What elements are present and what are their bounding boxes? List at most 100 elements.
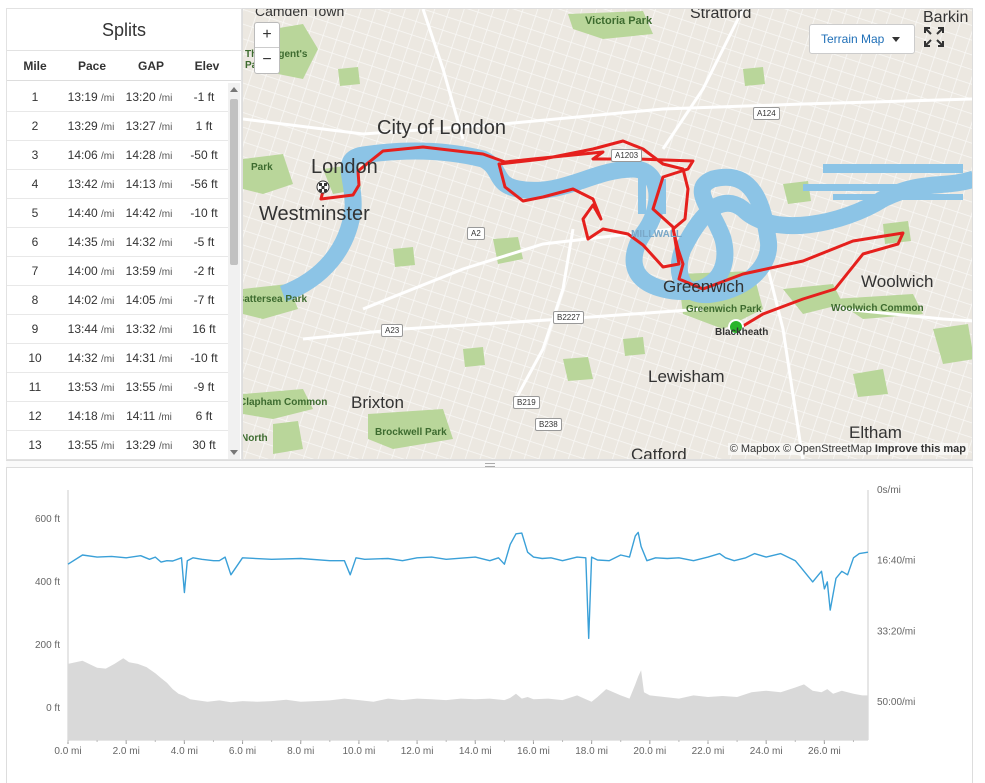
splits-header-row: Mile Pace GAP Elev bbox=[7, 51, 241, 81]
split-pace: 14:00 /mi bbox=[63, 264, 119, 278]
terrain-map-dropdown[interactable]: Terrain Map bbox=[809, 24, 915, 54]
split-elev-value: -10 ft bbox=[190, 351, 218, 365]
scroll-down-arrow-icon[interactable] bbox=[230, 450, 238, 455]
x-tick-label: 20.0 mi bbox=[633, 746, 666, 757]
splits-scrollbar[interactable] bbox=[228, 83, 240, 459]
split-pace-value: 13:44 bbox=[67, 322, 98, 336]
split-gap-value: 14:42 bbox=[125, 206, 156, 220]
splits-panel: Splits Mile Pace GAP Elev 1 13:19 /mi 13:2… bbox=[6, 8, 242, 460]
pace-unit: /mi bbox=[159, 209, 173, 220]
split-row[interactable]: 12 14:18 /mi 14:11 /mi 6 ft bbox=[7, 402, 229, 431]
map-label-woolwich: Woolwich bbox=[861, 272, 934, 291]
split-pace-value: 14:18 bbox=[67, 409, 98, 423]
col-header-gap: GAP bbox=[137, 58, 164, 73]
map-label-stratford: Stratford bbox=[690, 8, 752, 22]
split-gap: 14:42 /mi bbox=[119, 206, 179, 220]
map-label-woolwich-common: Woolwich Common bbox=[831, 303, 924, 314]
split-mile: 10 bbox=[7, 351, 63, 365]
map-canvas bbox=[243, 9, 972, 459]
split-gap-value: 14:05 bbox=[125, 293, 156, 307]
pace-unit: /mi bbox=[101, 93, 115, 104]
split-gap: 13:59 /mi bbox=[119, 264, 179, 278]
start-marker-icon[interactable] bbox=[728, 319, 744, 335]
scroll-thumb[interactable] bbox=[230, 99, 238, 265]
improve-map-link[interactable]: Improve this map bbox=[874, 443, 966, 455]
y-right-tick-label: 33:20/mi bbox=[877, 626, 915, 637]
pace-unit: /mi bbox=[159, 151, 173, 162]
scroll-up-arrow-icon[interactable] bbox=[230, 87, 238, 92]
map-label-westminster: Westminster bbox=[259, 203, 370, 225]
road-badge-a2: A2 bbox=[467, 227, 485, 240]
map-label-hyde-park: Park bbox=[251, 162, 273, 173]
split-row[interactable]: 1 13:19 /mi 13:20 /mi -1 ft bbox=[7, 83, 229, 112]
split-elev: -9 ft bbox=[179, 380, 229, 394]
split-row[interactable]: 7 14:00 /mi 13:59 /mi -2 ft bbox=[7, 257, 229, 286]
split-elev-value: -9 ft bbox=[193, 380, 215, 394]
splits-table-body[interactable]: 1 13:19 /mi 13:20 /mi -1 ft 2 13:29 /mi 13:27 … bbox=[7, 83, 229, 459]
split-elev: 30 ft bbox=[179, 438, 229, 452]
split-elev-value: -56 ft bbox=[190, 177, 218, 191]
split-pace-value: 14:35 bbox=[67, 235, 98, 249]
map-label-catford: Catford bbox=[631, 445, 687, 460]
split-row[interactable]: 13 13:55 /mi 13:29 /mi 30 ft bbox=[7, 431, 229, 459]
split-row[interactable]: 2 13:29 /mi 13:27 /mi 1 ft bbox=[7, 112, 229, 141]
split-row[interactable]: 8 14:02 /mi 14:05 /mi -7 ft bbox=[7, 286, 229, 315]
split-elev: 6 ft bbox=[179, 409, 229, 423]
split-mile-value: 7 bbox=[31, 264, 39, 278]
split-row[interactable]: 3 14:06 /mi 14:28 /mi -50 ft bbox=[7, 141, 229, 170]
split-pace-value: 14:32 bbox=[67, 351, 98, 365]
split-row[interactable]: 5 14:40 /mi 14:42 /mi -10 ft bbox=[7, 199, 229, 228]
pace-unit: /mi bbox=[159, 93, 173, 104]
split-elev-value: -2 ft bbox=[193, 264, 215, 278]
panel-resize-handle[interactable] bbox=[6, 460, 973, 468]
split-gap: 14:05 /mi bbox=[119, 293, 179, 307]
zoom-out-button[interactable]: − bbox=[262, 51, 272, 68]
split-row[interactable]: 9 13:44 /mi 13:32 /mi 16 ft bbox=[7, 315, 229, 344]
split-pace: 13:44 /mi bbox=[63, 322, 119, 336]
x-tick-label: 8.0 mi bbox=[287, 746, 314, 757]
split-elev-value: 30 ft bbox=[192, 438, 216, 452]
split-gap: 14:32 /mi bbox=[119, 235, 179, 249]
attribution-text[interactable]: © Mapbox © OpenStreetMap bbox=[729, 443, 872, 455]
split-row[interactable]: 10 14:32 /mi 14:31 /mi -10 ft bbox=[7, 344, 229, 373]
major-roads bbox=[243, 9, 972, 459]
route-map[interactable]: Camden Town Victoria Park Stratford Bark… bbox=[242, 8, 973, 460]
terrain-map-label: Terrain Map bbox=[821, 32, 885, 46]
split-mile: 4 bbox=[7, 177, 63, 191]
pace-unit: /mi bbox=[159, 383, 173, 394]
split-pace: 13:55 /mi bbox=[63, 438, 119, 452]
split-pace-value: 13:19 bbox=[67, 90, 98, 104]
split-elev-value: 1 ft bbox=[195, 119, 213, 133]
road-badge-a23: A23 bbox=[381, 324, 404, 337]
split-row[interactable]: 4 13:42 /mi 14:13 /mi -56 ft bbox=[7, 170, 229, 199]
split-elev-value: -10 ft bbox=[190, 206, 218, 220]
split-elev: -7 ft bbox=[179, 293, 229, 307]
map-label-camden: Camden Town bbox=[255, 8, 345, 19]
split-row[interactable]: 6 14:35 /mi 14:32 /mi -5 ft bbox=[7, 228, 229, 257]
map-label-lewisham: Lewisham bbox=[648, 367, 725, 386]
map-label-brockwell-park: Brockwell Park bbox=[375, 427, 447, 438]
elevation-pace-chart[interactable]: 600 ft 400 ft 200 ft 0 ft 0s/mi 16:40/mi 33:20… bbox=[6, 468, 973, 783]
zoom-in-button[interactable]: + bbox=[255, 23, 279, 48]
split-mile: 1 bbox=[7, 90, 63, 104]
y-right-tick-label: 50:00/mi bbox=[877, 697, 915, 708]
y-left-tick-label: 400 ft bbox=[35, 577, 60, 588]
fullscreen-button[interactable] bbox=[921, 24, 947, 50]
finish-flag-icon[interactable] bbox=[316, 180, 330, 194]
split-pace: 14:40 /mi bbox=[63, 206, 119, 220]
caret-down-icon bbox=[892, 37, 900, 42]
pace-unit: /mi bbox=[101, 383, 115, 394]
pace-unit: /mi bbox=[159, 296, 173, 307]
split-gap: 13:55 /mi bbox=[119, 380, 179, 394]
split-gap-value: 14:31 bbox=[125, 351, 156, 365]
split-mile-value: 13 bbox=[28, 438, 42, 452]
pace-line bbox=[67, 531, 869, 640]
split-mile: 9 bbox=[7, 322, 63, 336]
split-row[interactable]: 11 13:53 /mi 13:55 /mi -9 ft bbox=[7, 373, 229, 402]
split-pace-value: 13:42 bbox=[67, 177, 98, 191]
split-pace: 13:19 /mi bbox=[63, 90, 119, 104]
x-tick-label: 18.0 mi bbox=[575, 746, 608, 757]
split-gap-value: 13:32 bbox=[125, 322, 156, 336]
map-label-london: London bbox=[311, 156, 378, 178]
grip-icon bbox=[485, 463, 495, 467]
